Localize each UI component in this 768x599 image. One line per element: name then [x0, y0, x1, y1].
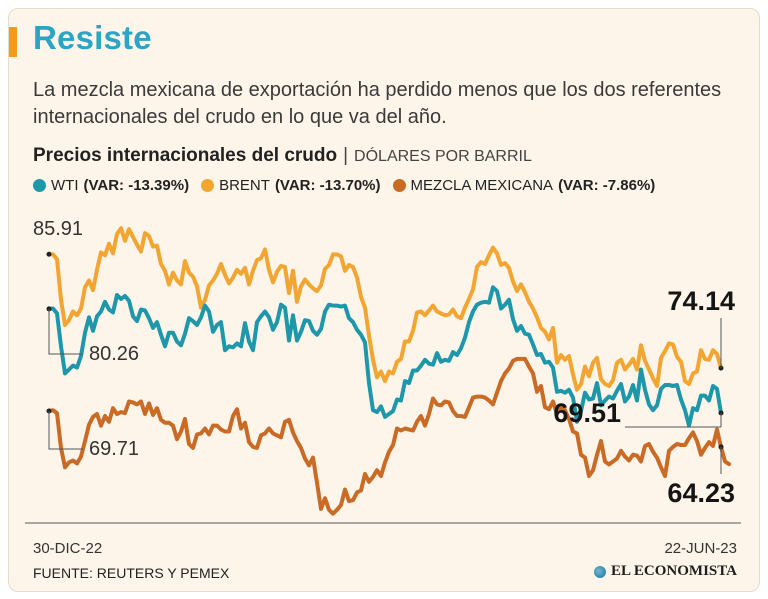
- annotation-layer: 85.91 80.26 69.71 74.14 69.51 64.23: [33, 218, 735, 508]
- leader-line-mezcla-mexicana-start: [48, 411, 83, 450]
- series-line-mezcla-mexicana: [47, 356, 731, 516]
- series-line-wti: [47, 285, 723, 428]
- chart-title-unit: DÓLARES POR BARRIL: [354, 148, 532, 165]
- data-label-wti-start: 80.26: [89, 343, 139, 365]
- infographic-card: Resiste La mezcla mexicana de exportació…: [8, 8, 760, 592]
- x-axis-end-label: 22-JUN-23: [664, 540, 737, 557]
- legend-var-mezcla: (VAR: -7.86%): [558, 177, 656, 194]
- legend-dot-mezcla: [392, 179, 406, 192]
- subtitle: La mezcla mexicana de exportación ha per…: [33, 79, 722, 128]
- chart-title-separator: |: [343, 145, 349, 166]
- headline: Resiste: [33, 19, 152, 56]
- legend-item-mezcla: MEZCLA MEXICANA (VAR: -7.86%): [392, 177, 656, 194]
- chart-title: Precios internacionales del crudo | DÓLARE…: [33, 145, 532, 167]
- leader-line-wti-start: [48, 308, 83, 355]
- series-layer: [47, 226, 731, 516]
- x-axis-start-label: 30-DIC-22: [33, 540, 103, 557]
- series-line-brent: [47, 226, 723, 392]
- data-label-brent-end: 74.14: [667, 286, 735, 316]
- point-marker-brent-start: [46, 251, 52, 257]
- data-label-brent-start: 85.91: [33, 218, 83, 240]
- legend-label-wti: WTI: [51, 177, 79, 194]
- legend-var-wti: (VAR: -13.39%): [83, 177, 190, 194]
- legend-label-brent: BRENT: [219, 177, 270, 194]
- globe-icon: [594, 565, 606, 578]
- chart-title-main: Precios internacionales del crudo: [33, 145, 338, 166]
- legend-item-wti: WTI (VAR: -13.39%): [33, 177, 189, 194]
- legend-dot-wti: [33, 179, 46, 192]
- legend-dot-brent: [201, 179, 215, 192]
- line-chart: 85.91 80.26 69.71 74.14 69.51 64.23: [25, 218, 741, 524]
- source-note: FUENTE: REUTERS Y PEMEX: [33, 565, 230, 581]
- data-label-mezcla-mexicana-start: 69.71: [89, 438, 139, 460]
- legend-item-brent: BRENT (VAR: -13.70%): [201, 177, 381, 194]
- brand-name: EL ECONOMISTA: [611, 563, 737, 579]
- legend-var-brent: (VAR: -13.70%): [274, 177, 381, 194]
- data-label-mezcla-mexicana-end: 64.23: [667, 478, 735, 508]
- data-label-wti-end: 69.51: [553, 398, 621, 428]
- brand-logo: EL ECONOMISTA: [594, 563, 737, 580]
- legend-label-mezcla: MEZCLA MEXICANA: [410, 177, 554, 194]
- accent-bar: [9, 27, 17, 57]
- legend: WTI (VAR: -13.39%) BRENT (VAR: -13.70%) …: [33, 177, 655, 194]
